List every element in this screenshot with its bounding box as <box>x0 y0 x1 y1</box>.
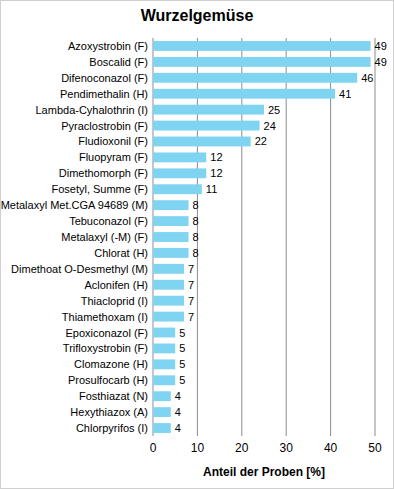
tick-label: 10 <box>191 441 205 455</box>
bar <box>153 152 206 162</box>
category-label: Thiamethoxam (I) <box>62 311 148 323</box>
category-label: Metalaxyl (-M) (F) <box>61 231 148 243</box>
tick-label: 40 <box>324 441 338 455</box>
data-label: 5 <box>179 358 185 370</box>
bar <box>153 296 184 306</box>
category-label: Dimethoat O-Desmethyl (M) <box>11 263 148 275</box>
data-label: 7 <box>188 311 194 323</box>
tick-label: 50 <box>368 441 382 455</box>
bar <box>153 423 171 433</box>
category-label: Hexythiazox (A) <box>70 406 148 418</box>
bar <box>153 344 175 354</box>
tick-label: 30 <box>280 441 294 455</box>
bar <box>153 328 175 338</box>
bar <box>153 200 189 210</box>
bar <box>153 359 175 369</box>
data-label: 12 <box>210 151 222 163</box>
bar <box>153 280 184 290</box>
data-label: 46 <box>361 72 373 84</box>
data-label: 22 <box>255 135 267 147</box>
category-label: Fludioxonil (F) <box>78 135 148 147</box>
data-label: 49 <box>375 40 387 52</box>
title: Wurzelgemüse <box>141 7 254 24</box>
tick-label: 20 <box>235 441 249 455</box>
category-label: Fosetyl, Summe (F) <box>51 183 148 195</box>
bar <box>153 168 206 178</box>
bar <box>153 391 171 401</box>
data-label: 7 <box>188 263 194 275</box>
category-label: Fluopyram (F) <box>79 151 148 163</box>
category-label: Clomazone (H) <box>74 358 148 370</box>
data-label: 4 <box>175 390 181 402</box>
bar <box>153 121 260 131</box>
tick-label: 0 <box>150 441 157 455</box>
bar <box>153 89 335 99</box>
data-label: 4 <box>175 422 181 434</box>
bar <box>153 232 189 242</box>
category-label: Fosthiazat (N) <box>79 390 148 402</box>
category-label: Chlorpyrifos (I) <box>76 422 148 434</box>
category-label: Boscalid (F) <box>89 56 148 68</box>
bar <box>153 137 251 147</box>
bar <box>153 184 202 194</box>
bar <box>153 105 264 115</box>
data-label: 41 <box>339 88 351 100</box>
category-label: Prosulfocarb (H) <box>68 374 148 386</box>
data-label: 4 <box>175 406 181 418</box>
frame <box>1 1 394 489</box>
category-label: Chlorat (H) <box>94 247 148 259</box>
data-label: 49 <box>375 56 387 68</box>
data-label: 8 <box>193 247 199 259</box>
category-label: Azoxystrobin (F) <box>68 40 148 52</box>
bar <box>153 312 184 322</box>
data-label: 8 <box>193 231 199 243</box>
data-label: 8 <box>193 215 199 227</box>
axis-label: Anteil der Proben [%] <box>203 465 325 479</box>
bar <box>153 41 371 51</box>
data-label: 12 <box>210 167 222 179</box>
category-label: Trifloxystrobin (F) <box>63 342 148 354</box>
category-label: Tebuconazol (F) <box>69 215 148 227</box>
category-label: Metalaxyl Met.CGA 94689 (M) <box>1 199 148 211</box>
data-label: 8 <box>193 199 199 211</box>
category-label: Aclonifen (H) <box>84 279 148 291</box>
data-label: 25 <box>268 104 280 116</box>
bar <box>153 264 184 274</box>
data-label: 7 <box>188 279 194 291</box>
data-label: 24 <box>264 120 276 132</box>
category-label: Dimethomorph (F) <box>59 167 148 179</box>
bar <box>153 407 171 417</box>
bars <box>153 41 371 433</box>
bar <box>153 57 371 67</box>
data-label: 5 <box>179 374 185 386</box>
bar <box>153 73 357 83</box>
chart: Wurzelgemüse 0 10 20 30 40 50 Azoxystrobin (F) 4… <box>0 0 394 489</box>
category-label: Pyraclostrobin (F) <box>61 120 148 132</box>
category-label: Thiacloprid (I) <box>81 295 148 307</box>
data-label: 11 <box>206 183 217 195</box>
grid-line <box>375 38 376 436</box>
bar <box>153 248 189 258</box>
data-label: 5 <box>179 327 185 339</box>
category-label: Lambda-Cyhalothrin (I) <box>36 104 149 116</box>
data-label: 5 <box>179 342 185 354</box>
data-label: 7 <box>188 295 194 307</box>
bar <box>153 216 189 226</box>
category-label: Pendimethalin (H) <box>60 88 148 100</box>
bar <box>153 375 175 385</box>
category-label: Epoxiconazol (F) <box>65 327 148 339</box>
category-label: Difenoconazol (F) <box>61 72 148 84</box>
